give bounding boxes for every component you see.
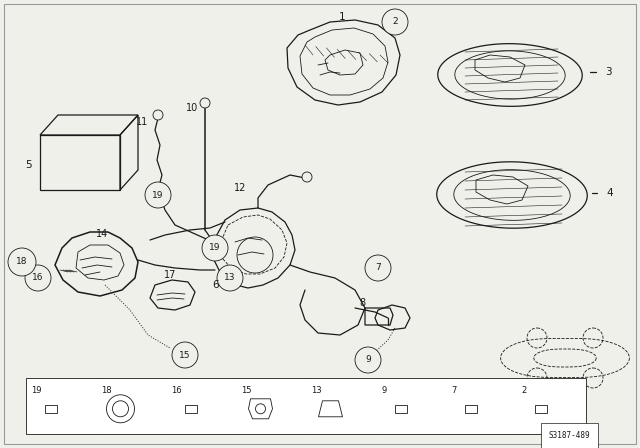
Circle shape: [355, 347, 381, 373]
Bar: [394, 405, 406, 413]
Circle shape: [145, 182, 171, 208]
Text: 16: 16: [32, 273, 44, 283]
Text: S3187-489: S3187-489: [548, 431, 590, 440]
Text: 17: 17: [164, 270, 176, 280]
Text: 15: 15: [179, 350, 191, 359]
Circle shape: [200, 98, 210, 108]
Text: 2: 2: [392, 17, 398, 26]
Text: 15: 15: [241, 386, 252, 395]
Text: 10: 10: [186, 103, 198, 113]
Text: 19: 19: [31, 386, 42, 395]
Circle shape: [153, 110, 163, 120]
Circle shape: [202, 235, 228, 261]
Text: 19: 19: [152, 190, 164, 199]
Circle shape: [365, 255, 391, 281]
Circle shape: [8, 248, 36, 276]
Text: 3: 3: [605, 67, 611, 77]
Bar: [465, 405, 477, 413]
Bar: [184, 405, 196, 413]
Circle shape: [217, 265, 243, 291]
Text: 18: 18: [101, 386, 111, 395]
Text: 4: 4: [607, 188, 613, 198]
Text: 1: 1: [339, 12, 346, 22]
Text: 11: 11: [136, 117, 148, 127]
Text: 13: 13: [311, 386, 322, 395]
Circle shape: [113, 401, 129, 417]
Text: 5: 5: [25, 160, 31, 170]
Circle shape: [302, 172, 312, 182]
Circle shape: [25, 265, 51, 291]
Text: 2: 2: [521, 386, 526, 395]
Text: 19: 19: [209, 244, 221, 253]
Text: 16: 16: [171, 386, 182, 395]
Text: 8: 8: [359, 298, 365, 308]
Text: 6: 6: [212, 280, 220, 290]
Circle shape: [172, 342, 198, 368]
Text: 12: 12: [234, 183, 246, 193]
Circle shape: [106, 395, 134, 423]
Text: 9: 9: [365, 356, 371, 365]
Text: 7: 7: [451, 386, 456, 395]
Text: 13: 13: [224, 273, 236, 283]
Bar: [26, 378, 586, 434]
Text: 9: 9: [381, 386, 387, 395]
Bar: [534, 405, 547, 413]
Text: 14: 14: [96, 229, 108, 239]
Bar: [45, 405, 56, 413]
Text: 7: 7: [375, 263, 381, 272]
Circle shape: [382, 9, 408, 35]
Text: 18: 18: [16, 258, 28, 267]
